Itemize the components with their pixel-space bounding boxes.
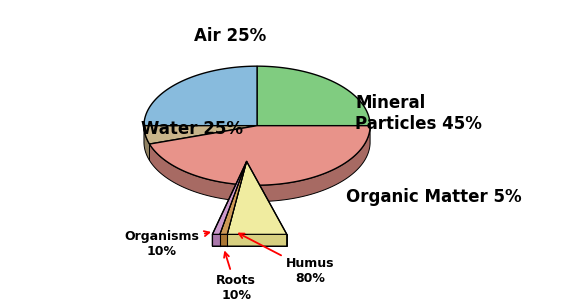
Polygon shape xyxy=(257,66,370,126)
Polygon shape xyxy=(150,127,370,201)
Text: Organisms
10%: Organisms 10% xyxy=(125,230,209,258)
Text: Humus
80%: Humus 80% xyxy=(239,233,335,285)
Polygon shape xyxy=(144,126,257,144)
Polygon shape xyxy=(144,66,257,126)
Polygon shape xyxy=(220,234,227,246)
Text: Roots
10%: Roots 10% xyxy=(216,252,256,302)
Polygon shape xyxy=(220,161,246,234)
Text: Mineral
Particles 45%: Mineral Particles 45% xyxy=(355,94,482,133)
Polygon shape xyxy=(212,234,220,246)
Polygon shape xyxy=(144,126,150,160)
Polygon shape xyxy=(150,126,370,185)
Polygon shape xyxy=(212,161,246,234)
Text: Water 25%: Water 25% xyxy=(141,120,242,138)
Polygon shape xyxy=(227,161,287,234)
Polygon shape xyxy=(227,234,287,246)
Text: Organic Matter 5%: Organic Matter 5% xyxy=(347,188,522,206)
Text: Air 25%: Air 25% xyxy=(194,27,266,45)
